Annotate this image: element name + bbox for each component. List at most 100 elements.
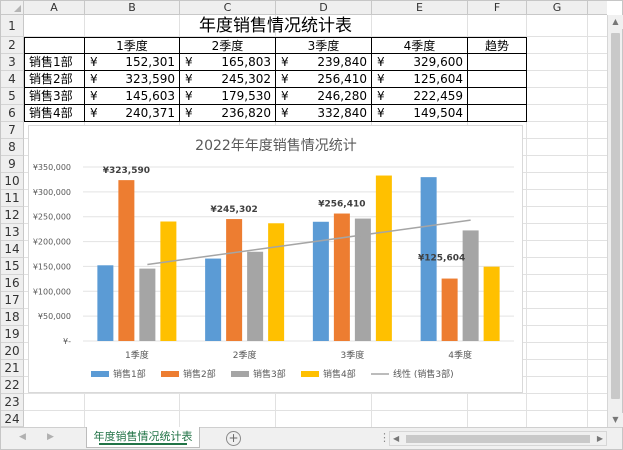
- add-sheet-icon[interactable]: +: [226, 431, 241, 446]
- row-label: 销售1部: [29, 55, 73, 69]
- bar-销售4部-1季度: [160, 221, 177, 341]
- y-tick-label: ¥100,000: [33, 287, 71, 296]
- row-header-17[interactable]: 17: [1, 292, 24, 309]
- select-all-corner[interactable]: [1, 1, 24, 15]
- y-tick-label: ¥300,000: [33, 188, 71, 197]
- row-header-4[interactable]: 4: [1, 71, 24, 88]
- row-header-23[interactable]: 23: [1, 394, 24, 411]
- horizontal-scroll-thumb[interactable]: [406, 435, 590, 443]
- value-cell[interactable]: ¥240,371: [85, 105, 180, 122]
- trend-cell[interactable]: [468, 105, 527, 122]
- scroll-down-button[interactable]: ▼: [608, 413, 623, 427]
- bar-销售4部-3季度: [375, 175, 392, 341]
- row-header-7[interactable]: 7: [1, 122, 24, 139]
- row-header-12[interactable]: 12: [1, 207, 24, 224]
- x-tick-label: 2季度: [233, 349, 257, 361]
- currency-symbol: ¥: [90, 55, 98, 69]
- cell-value: 245,302: [221, 72, 271, 86]
- vertical-scrollbar[interactable]: ▲ ▼: [607, 15, 623, 427]
- bar-销售2部-4季度: [441, 278, 458, 341]
- header-cell-2[interactable]: 2季度: [180, 37, 276, 54]
- column-header-c[interactable]: C: [180, 1, 276, 15]
- scroll-up-button[interactable]: ▲: [608, 15, 623, 29]
- row-header-2[interactable]: 2: [1, 37, 24, 54]
- value-cell[interactable]: ¥149,504: [372, 105, 468, 122]
- header-cell-5[interactable]: 趋势: [468, 37, 527, 54]
- row-header-15[interactable]: 15: [1, 258, 24, 275]
- value-cell[interactable]: ¥239,840: [276, 54, 372, 71]
- legend-swatch-销售2部: [161, 371, 179, 377]
- value-cell[interactable]: ¥222,459: [372, 88, 468, 105]
- value-cell[interactable]: ¥329,600: [372, 54, 468, 71]
- row-header-11[interactable]: 11: [1, 190, 24, 207]
- column-header-f[interactable]: F: [468, 1, 527, 15]
- value-cell[interactable]: ¥236,820: [180, 105, 276, 122]
- row-header-14[interactable]: 14: [1, 241, 24, 258]
- row-header-18[interactable]: 18: [1, 309, 24, 326]
- currency-symbol: ¥: [377, 72, 385, 86]
- bar-销售3部-2季度: [247, 251, 264, 341]
- row-header-13[interactable]: 13: [1, 224, 24, 241]
- table-title[interactable]: 年度销售情况统计表: [199, 16, 352, 36]
- row-label-cell[interactable]: 销售2部: [24, 71, 85, 88]
- row-label-cell[interactable]: 销售4部: [24, 105, 85, 122]
- trend-cell[interactable]: [468, 54, 527, 71]
- row-header-22[interactable]: 22: [1, 377, 24, 394]
- value-cell[interactable]: ¥152,301: [85, 54, 180, 71]
- column-header-a[interactable]: A: [24, 1, 85, 15]
- bar-销售1部-4季度: [420, 177, 437, 341]
- row-header-1[interactable]: 1: [1, 15, 24, 37]
- currency-symbol: ¥: [90, 89, 98, 103]
- column-header-d[interactable]: D: [276, 1, 372, 15]
- row-header-3[interactable]: 3: [1, 54, 24, 71]
- row-header-5[interactable]: 5: [1, 88, 24, 105]
- header-cell-empty[interactable]: [24, 37, 85, 54]
- value-cell[interactable]: ¥245,302: [180, 71, 276, 88]
- column-header-g[interactable]: G: [527, 1, 588, 15]
- value-cell[interactable]: ¥165,803: [180, 54, 276, 71]
- row-header-10[interactable]: 10: [1, 173, 24, 190]
- value-cell[interactable]: ¥179,530: [180, 88, 276, 105]
- row-header-21[interactable]: 21: [1, 360, 24, 377]
- horizontal-scrollbar[interactable]: ◀ ▶: [389, 431, 607, 446]
- chart-canvas: 2022年年度销售情况统计 ¥350,000 ¥300,000 ¥250,000 ¥20…: [33, 138, 514, 380]
- tab-split-handle[interactable]: ⋮: [379, 431, 391, 444]
- grid-column-line: [526, 15, 527, 427]
- column-header-e[interactable]: E: [372, 1, 468, 15]
- row-header-20[interactable]: 20: [1, 343, 24, 360]
- row-header-19[interactable]: 19: [1, 326, 24, 343]
- legend-label: 销售1部: [113, 368, 146, 380]
- row-label-cell[interactable]: 销售1部: [24, 54, 85, 71]
- next-sheet-icon[interactable]: ▶: [47, 432, 54, 442]
- vertical-scroll-thumb[interactable]: [611, 33, 620, 399]
- value-cell[interactable]: ¥125,604: [372, 71, 468, 88]
- value-cell[interactable]: ¥246,280: [276, 88, 372, 105]
- trend-cell[interactable]: [468, 71, 527, 88]
- row-header-24[interactable]: 24: [1, 411, 24, 427]
- header-cell-4[interactable]: 4季度: [372, 37, 468, 54]
- row-header-8[interactable]: 8: [1, 139, 24, 156]
- header-cell-3[interactable]: 3季度: [276, 37, 372, 54]
- scroll-left-icon[interactable]: ◀: [393, 434, 400, 443]
- y-tick-label: ¥200,000: [33, 238, 71, 247]
- sheet-tab-active[interactable]: 年度销售情况统计表: [86, 427, 200, 448]
- column-header-b[interactable]: B: [85, 1, 180, 15]
- scroll-right-icon[interactable]: ▶: [596, 434, 603, 443]
- row-header-9[interactable]: 9: [1, 156, 24, 173]
- row-label-cell[interactable]: 销售3部: [24, 88, 85, 105]
- prev-sheet-icon[interactable]: ◀: [19, 432, 26, 442]
- value-cell[interactable]: ¥323,590: [85, 71, 180, 88]
- currency-symbol: ¥: [377, 89, 385, 103]
- value-cell[interactable]: ¥145,603: [85, 88, 180, 105]
- currency-symbol: ¥: [185, 55, 193, 69]
- legend-swatch-销售4部: [301, 371, 319, 377]
- currency-symbol: ¥: [377, 106, 385, 120]
- value-cell[interactable]: ¥332,840: [276, 105, 372, 122]
- sales-chart[interactable]: 2022年年度销售情况统计 ¥350,000 ¥300,000 ¥250,000 ¥20…: [28, 125, 523, 393]
- row-header-6[interactable]: 6: [1, 105, 24, 122]
- value-cell[interactable]: ¥256,410: [276, 71, 372, 88]
- cell-value: 179,530: [221, 89, 271, 103]
- header-cell-1[interactable]: 1季度: [85, 37, 180, 54]
- row-header-16[interactable]: 16: [1, 275, 24, 292]
- trend-cell[interactable]: [468, 88, 527, 105]
